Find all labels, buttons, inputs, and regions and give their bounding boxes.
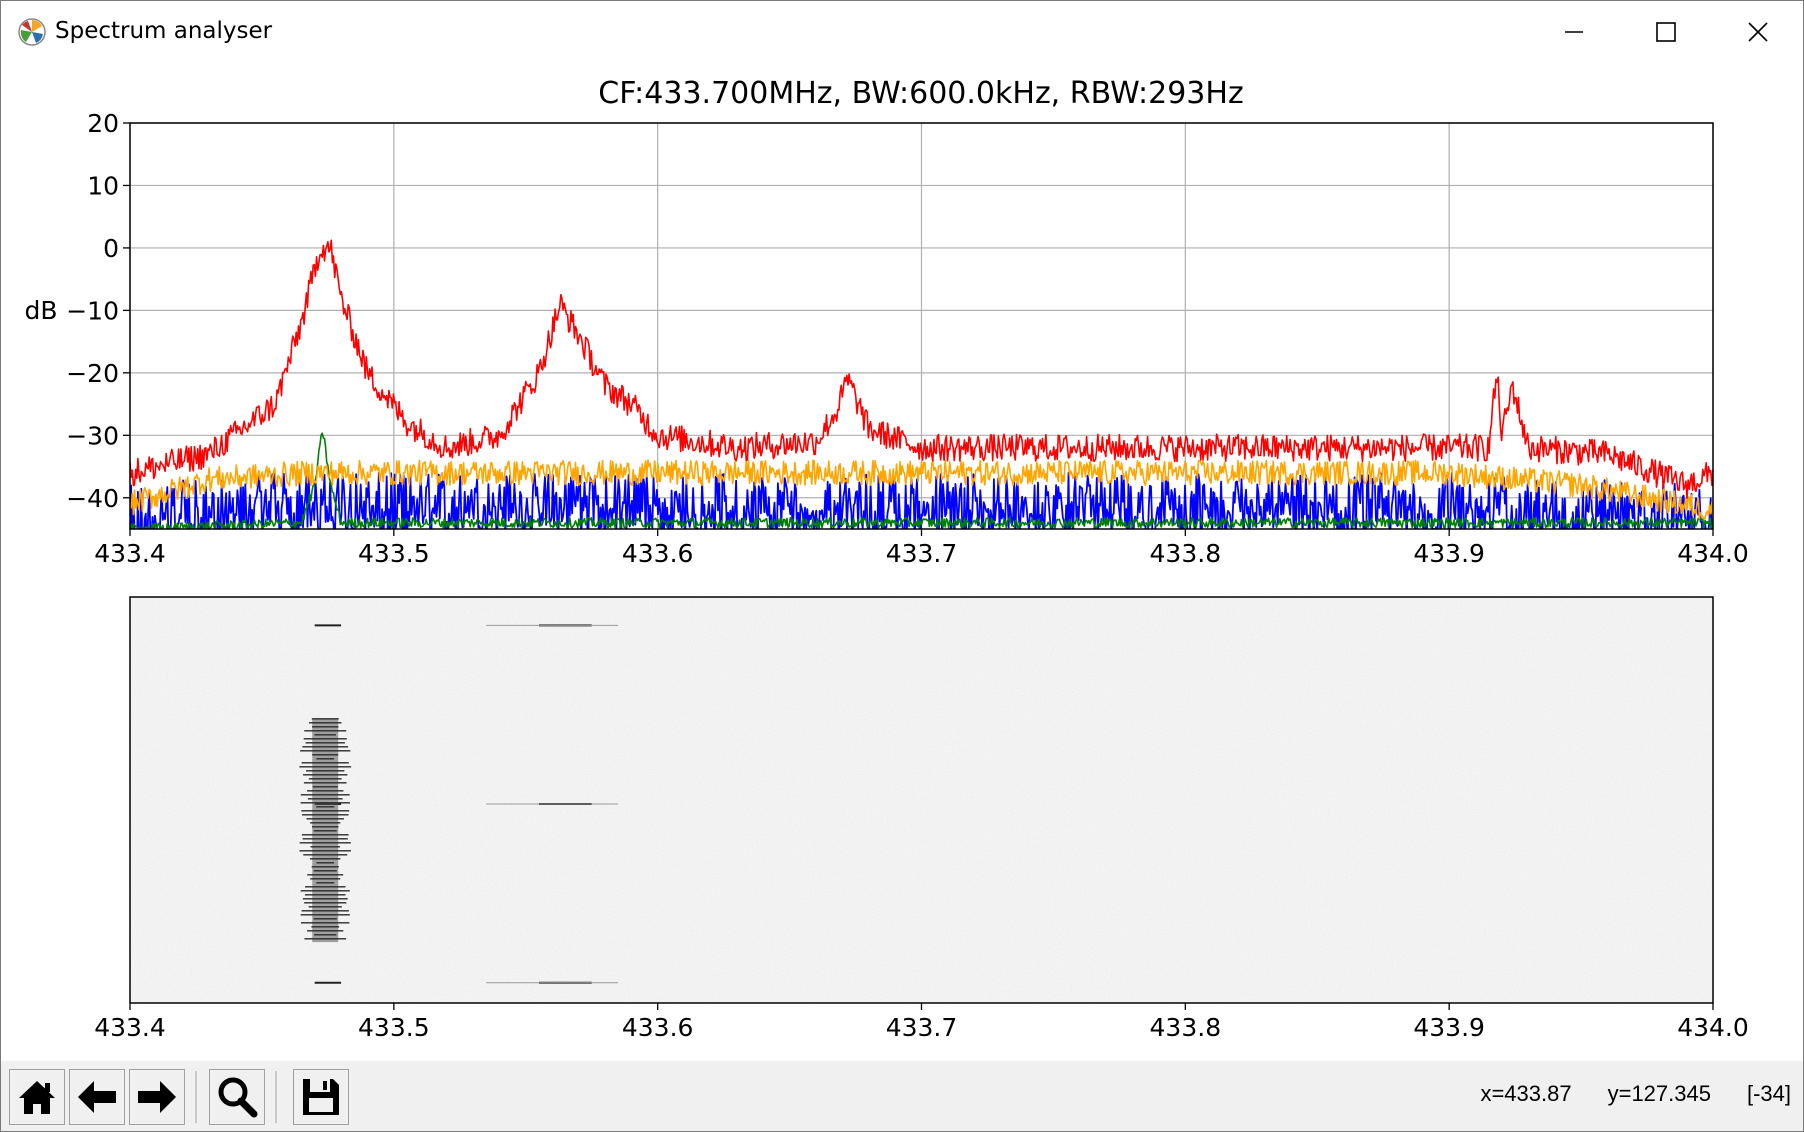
toolbar-separator [275, 1071, 277, 1123]
y-tick-label: 10 [87, 171, 119, 200]
series-line [130, 239, 1713, 499]
cursor-readout: x=433.87 y=127.345 [-34] [1444, 1081, 1791, 1107]
y-tick-label: −40 [66, 484, 119, 513]
x-tick-label: 433.7 [886, 1013, 958, 1042]
x-tick-label: 433.4 [94, 1013, 166, 1042]
maximize-icon [1656, 22, 1676, 42]
back-button[interactable] [69, 1069, 125, 1125]
close-icon [1748, 22, 1768, 42]
spectrum-x-ticks: 433.4 433.5 433.6 433.7 433.8 433.9 434.0 [94, 529, 1749, 568]
x-tick-label: 433.5 [358, 1013, 430, 1042]
series-line [130, 432, 1713, 529]
spectrum-series [130, 239, 1713, 529]
readout-x: x=433.87 [1480, 1081, 1572, 1106]
zoom-magnifier-icon [218, 1077, 258, 1118]
x-tick-label: 433.9 [1413, 1013, 1485, 1042]
x-tick-label: 433.6 [622, 539, 694, 568]
y-tick-label: −20 [66, 359, 119, 388]
home-icon [19, 1081, 55, 1114]
plot-title: CF:433.700MHz, BW:600.0kHz, RBW:293Hz [598, 76, 1243, 111]
y-tick-label: −10 [66, 296, 119, 325]
close-button[interactable] [1711, 1, 1803, 63]
x-tick-label: 434.0 [1677, 539, 1749, 568]
waterfall-x-ticks: 433.4 433.5 433.6 433.7 433.8 433.9 434.0 [94, 1003, 1749, 1042]
x-tick-label: 433.8 [1150, 1013, 1222, 1042]
y-tick-label: 20 [87, 109, 119, 138]
save-button[interactable] [293, 1069, 349, 1125]
minimize-icon [1565, 31, 1583, 33]
matplotlib-logo-icon [18, 18, 46, 46]
x-tick-label: 433.6 [622, 1013, 694, 1042]
waterfall-axes[interactable]: 433.4 433.5 433.6 433.7 433.8 433.9 434.0 [94, 596, 1749, 1042]
waterfall-image [130, 597, 1713, 1003]
readout-y: y=127.345 [1607, 1081, 1711, 1106]
toolbar-separator [195, 1071, 197, 1123]
maximize-button[interactable] [1619, 1, 1711, 63]
save-floppy-icon [303, 1079, 339, 1115]
y-tick-label: −30 [66, 421, 119, 450]
back-arrow-icon [78, 1081, 116, 1113]
series-line [130, 459, 1713, 520]
navigation-toolbar: x=433.87 y=127.345 [-34] [1, 1061, 1803, 1131]
y-tick-label: 0 [103, 234, 119, 263]
x-tick-label: 433.5 [358, 539, 430, 568]
x-tick-label: 433.4 [94, 539, 166, 568]
figure-canvas[interactable]: CF:433.700MHz, BW:600.0kHz, RBW:293Hz 43… [1, 63, 1803, 1061]
x-tick-label: 433.7 [886, 539, 958, 568]
forward-button[interactable] [129, 1069, 185, 1125]
spectrum-y-ticks: 20 10 0 −10 −20 −30 −40 [66, 109, 130, 513]
forward-arrow-icon [138, 1081, 176, 1113]
series-line [130, 472, 1713, 529]
waterfall-signals [299, 624, 619, 984]
readout-value: [-34] [1746, 1081, 1791, 1106]
window-title: Spectrum analyser [55, 18, 273, 44]
x-tick-label: 434.0 [1677, 1013, 1749, 1042]
spectrum-axes[interactable]: 433.4 433.5 433.6 433.7 433.8 433.9 434.0 20 10… [24, 109, 1748, 568]
x-tick-label: 433.8 [1150, 539, 1222, 568]
x-tick-label: 433.9 [1413, 539, 1485, 568]
home-button[interactable] [9, 1069, 65, 1125]
minimize-button[interactable] [1527, 1, 1619, 63]
y-axis-label: dB [24, 296, 57, 325]
zoom-button[interactable] [209, 1069, 265, 1125]
title-bar[interactable]: Spectrum analyser [1, 1, 1803, 63]
